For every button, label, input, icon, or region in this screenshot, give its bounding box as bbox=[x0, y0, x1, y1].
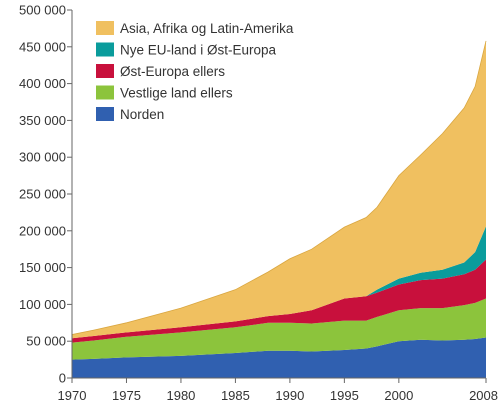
area-top-outline bbox=[71, 40, 487, 335]
x-tick-label: 1990 bbox=[275, 388, 304, 403]
y-tick-label: 100 000 bbox=[19, 297, 66, 312]
y-tick-label: 500 000 bbox=[19, 3, 66, 18]
area-layers bbox=[71, 40, 487, 378]
axes: 0 50 000 100 000 150 000 200 000 250 000 300 0… bbox=[19, 3, 498, 404]
x-tick-label: 1970 bbox=[58, 388, 87, 403]
y-tick-label: 350 000 bbox=[19, 113, 66, 128]
legend-label-vestlige-land-ellers: Vestlige land ellers bbox=[120, 86, 233, 101]
legend-label-nye-eu-land-i-st-europa: Nye EU-land i Øst-Europa bbox=[120, 43, 277, 58]
y-tick-label: 50 000 bbox=[26, 334, 66, 349]
y-tick-label: 400 000 bbox=[19, 76, 66, 91]
area-nye-eu-land-i-st-europa bbox=[72, 226, 486, 339]
legend-label-asia-afrika-og-latin-amerika: Asia, Afrika og Latin-Amerika bbox=[120, 21, 294, 36]
y-tick-label: 300 000 bbox=[19, 150, 66, 165]
area-asia-afrika-og-latin-amerika bbox=[72, 40, 486, 339]
x-tick-label: 1985 bbox=[221, 388, 250, 403]
area-norden bbox=[72, 337, 486, 378]
legend-label-norden: Norden bbox=[120, 107, 164, 122]
x-tick-label: 1995 bbox=[330, 388, 359, 403]
legend-swatch-st-europa-ellers bbox=[96, 64, 114, 78]
x-tick-label: 2008 bbox=[469, 388, 498, 403]
legend-label-st-europa-ellers: Øst-Europa ellers bbox=[120, 64, 225, 79]
area-vestlige-land-ellers bbox=[72, 298, 486, 360]
y-tick-label: 200 000 bbox=[19, 223, 66, 238]
legend-swatch-vestlige-land-ellers bbox=[96, 85, 114, 100]
x-tick-label: 2000 bbox=[384, 388, 413, 403]
area-st-europa-ellers bbox=[72, 259, 486, 343]
legend-swatch-asia-afrika-og-latin-amerika bbox=[96, 21, 114, 35]
legend-swatch-norden bbox=[96, 107, 114, 121]
legend-swatch-nye-eu-land-i-st-europa bbox=[96, 42, 114, 57]
x-tick-label: 1980 bbox=[166, 388, 195, 403]
y-tick-label: 250 000 bbox=[19, 187, 66, 202]
y-tick-label: 0 bbox=[59, 371, 66, 386]
legend: Asia, Afrika og Latin-Amerika Nye EU-land… bbox=[96, 21, 294, 122]
y-tick-label: 450 000 bbox=[19, 39, 66, 54]
x-tick-label: 1975 bbox=[112, 388, 141, 403]
y-tick-label: 150 000 bbox=[19, 260, 66, 275]
